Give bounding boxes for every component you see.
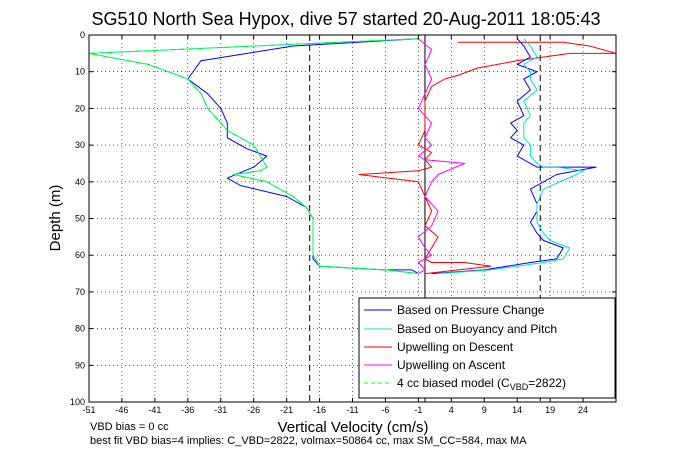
plot-area: -51 -46 -41 -36 -31 -26 -21 -16 -11 -6 -1 4 9 14 19 24 0…	[70, 30, 617, 415]
x-axis-label: Vertical Velocity (cm/s)	[278, 419, 429, 436]
x-tick-label: -51	[82, 405, 95, 415]
y-tick-label: 10	[75, 67, 85, 77]
y-tick-label: 60	[75, 250, 85, 260]
x-tick-label: 19	[545, 405, 555, 415]
legend-label-model-main: 4 cc biased model (C	[397, 376, 510, 390]
x-tick-label: -11	[346, 405, 358, 415]
y-tick-label: 30	[75, 140, 85, 150]
x-tick-label: -36	[181, 405, 194, 415]
legend-box	[358, 297, 616, 399]
series-line-5	[431, 38, 597, 275]
series-line-4	[88, 38, 419, 275]
series-line-6	[438, 38, 584, 275]
x-tick-label: -26	[247, 405, 260, 415]
legend-label-descent: Upwelling on Descent	[397, 340, 514, 354]
y-tick-label: 20	[75, 103, 85, 113]
y-tick-label: 90	[75, 360, 85, 370]
x-tick-label: 14	[512, 405, 522, 415]
y-axis-label: Depth (m)	[47, 185, 64, 252]
x-tick-label: -46	[115, 405, 128, 415]
y-tick-label: 40	[75, 177, 85, 187]
x-tick-label: 4	[449, 405, 454, 415]
legend: Based on Pressure Change Based on Buoyan…	[358, 297, 616, 399]
vbd-bias-note: VBD bias = 0 cc	[90, 421, 169, 433]
x-tick-label: 9	[482, 405, 487, 415]
series-line-0	[187, 38, 419, 275]
legend-label-model-sub: VBD	[510, 382, 529, 392]
chart-title: SG510 North Sea Hypox, dive 57 started 2…	[92, 9, 601, 29]
x-tick-label: -1	[414, 405, 422, 415]
y-tick-label: 70	[75, 287, 85, 297]
series-line-3	[417, 38, 465, 275]
x-tick-label: -21	[280, 405, 293, 415]
y-tick-label: 0	[80, 30, 85, 40]
best-fit-note: best fit VBD bias=4 implies: C_VBD=2822,…	[90, 435, 527, 447]
y-tick-label: 50	[75, 214, 85, 224]
y-tick-label: 80	[75, 324, 85, 334]
legend-label-pressure: Based on Pressure Change	[397, 303, 545, 317]
x-tick-label: -41	[148, 405, 161, 415]
legend-label-buoyancy: Based on Buoyancy and Pitch	[397, 322, 557, 336]
x-tick-label: -16	[313, 405, 326, 415]
x-tick-label: -6	[381, 405, 389, 415]
legend-label-model-tail: =2822)	[528, 376, 566, 390]
legend-label-ascent: Upwelling on Ascent	[397, 358, 506, 372]
x-tick-label: 24	[578, 405, 588, 415]
x-tick-label: -31	[214, 405, 227, 415]
y-tick-label: 100	[70, 397, 85, 407]
legend-label-model: 4 cc biased model (CVBD=2822)	[397, 376, 566, 392]
series-line-2	[358, 41, 617, 275]
